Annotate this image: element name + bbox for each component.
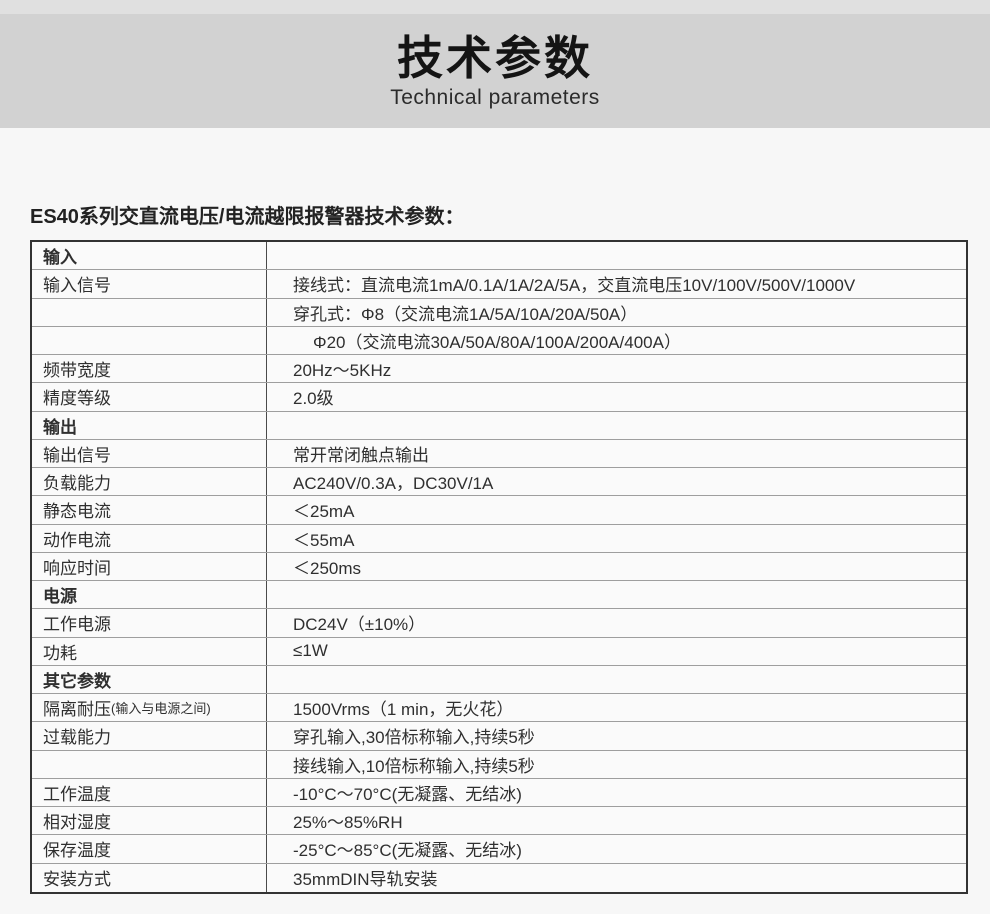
param-name-cell: 输入信号 bbox=[32, 270, 267, 298]
table-row: 保存温度 -25°C～85°C(无凝露、无结冰) bbox=[32, 835, 966, 864]
param-name-cell: 负载能力 bbox=[32, 468, 267, 496]
table-row: 输入 bbox=[32, 242, 966, 271]
page-title: 技术参数 bbox=[397, 32, 593, 85]
param-name: 精度等级 bbox=[43, 389, 111, 409]
param-name: 静态电流 bbox=[43, 502, 111, 522]
param-name-cell: 精度等级 bbox=[32, 383, 267, 411]
param-name-cell bbox=[32, 326, 267, 354]
content-area: ES40系列交直流电压/电流越限报警器技术参数： 输入 输入信号 接线式：直流电… bbox=[0, 204, 990, 894]
table-row: 静态电流 ＜25mA bbox=[32, 496, 966, 525]
param-value-cell bbox=[267, 412, 966, 439]
param-name-cell bbox=[32, 750, 267, 778]
param-name-cell: 相对湿度 bbox=[32, 807, 267, 835]
param-value-cell: DC24V（±10%） bbox=[293, 615, 426, 635]
param-name-cell: 静态电流 bbox=[32, 496, 267, 524]
param-name: 相对湿度 bbox=[43, 813, 111, 833]
table-row: 频带宽度 20Hz～5KHz bbox=[32, 355, 966, 384]
top-strip bbox=[0, 0, 990, 14]
param-name: 动作电流 bbox=[43, 530, 111, 550]
param-name: 工作温度 bbox=[43, 784, 111, 804]
table-row: 响应时间 ＜250ms bbox=[32, 552, 966, 581]
param-value-cell: 20Hz～5KHz bbox=[293, 361, 392, 381]
page-banner: 技术参数 Technical parameters bbox=[0, 14, 990, 128]
page-subtitle: Technical parameters bbox=[390, 85, 600, 109]
param-name: 过载能力 bbox=[43, 728, 111, 748]
param-name: 隔离耐压 bbox=[43, 700, 111, 720]
param-value-cell: 35mmDIN导轨安装 bbox=[293, 870, 438, 890]
param-value-cell: 25%～85%RH bbox=[293, 813, 403, 833]
param-name: 输出 bbox=[43, 417, 77, 437]
param-name-cell: 输入 bbox=[32, 242, 267, 270]
table-row: 工作温度 -10°C～70°C(无凝露、无结冰) bbox=[32, 778, 966, 807]
param-value-cell: ＜250ms bbox=[293, 558, 362, 578]
table-row: 穿孔式：Φ8（交流电流1A/5A/10A/20A/50A） bbox=[32, 298, 966, 327]
param-value-cell: -10°C～70°C(无凝露、无结冰) bbox=[293, 784, 522, 804]
param-name-cell: 动作电流 bbox=[32, 524, 267, 552]
table-row: 安装方式 35mmDIN导轨安装 bbox=[32, 863, 966, 892]
param-name: 工作电源 bbox=[43, 615, 111, 635]
param-value-cell: ＜25mA bbox=[293, 502, 355, 522]
param-value-cell: AC240V/0.3A，DC30V/1A bbox=[293, 474, 494, 494]
param-value-cell bbox=[267, 666, 966, 693]
param-name-cell: 工作温度 bbox=[32, 778, 267, 806]
param-value-cell: 穿孔式：Φ8（交流电流1A/5A/10A/20A/50A） bbox=[293, 304, 638, 324]
param-value-cell: ＜55mA bbox=[293, 530, 355, 550]
param-name-cell: 隔离耐压 (输入与电源之间) bbox=[32, 694, 267, 722]
table-row: 输入信号 接线式：直流电流1mA/0.1A/1A/2A/5A，交直流电压10V/… bbox=[32, 270, 966, 299]
param-value-cell: 1500Vrms（1 min，无火花） bbox=[293, 700, 514, 720]
table-row: 工作电源 DC24V（±10%） bbox=[32, 609, 966, 638]
table-row: 动作电流 ＜55mA bbox=[32, 524, 966, 553]
param-name-cell: 电源 bbox=[32, 581, 267, 609]
param-name: 输入 bbox=[43, 248, 77, 268]
param-name: 电源 bbox=[43, 587, 77, 607]
param-name: 响应时间 bbox=[43, 558, 111, 578]
param-name-cell bbox=[32, 298, 267, 326]
param-name-cell: 功耗 bbox=[32, 637, 267, 665]
table-row: 输出信号 常开常闭触点输出 bbox=[32, 439, 966, 468]
param-value-cell: 常开常闭触点输出 bbox=[293, 445, 429, 465]
param-name-cell: 输出 bbox=[32, 411, 267, 439]
table-row: 精度等级 2.0级 bbox=[32, 383, 966, 412]
param-name: 频带宽度 bbox=[43, 361, 111, 381]
param-name: 功耗 bbox=[43, 643, 77, 663]
table-row: 接线输入,10倍标称输入,持续5秒 bbox=[32, 750, 966, 779]
param-value-cell: 接线输入,10倍标称输入,持续5秒 bbox=[293, 756, 535, 776]
param-name-cell: 输出信号 bbox=[32, 439, 267, 467]
param-name: 输入信号 bbox=[43, 276, 111, 296]
param-value-cell: 2.0级 bbox=[293, 389, 334, 409]
param-value-cell: 接线式：直流电流1mA/0.1A/1A/2A/5A，交直流电压10V/100V/… bbox=[293, 276, 856, 296]
param-value-cell: Φ20（交流电流30A/50A/80A/100A/200A/400A） bbox=[313, 332, 681, 352]
param-name: 保存温度 bbox=[43, 841, 111, 861]
param-name: 负载能力 bbox=[43, 474, 111, 494]
param-value-cell: -25°C～85°C(无凝露、无结冰) bbox=[293, 841, 522, 861]
param-name: 安装方式 bbox=[43, 870, 111, 890]
param-name-cell: 工作电源 bbox=[32, 609, 267, 637]
table-row: 隔离耐压 (输入与电源之间) 1500Vrms（1 min，无火花） bbox=[32, 694, 966, 723]
table-row: 其它参数 bbox=[32, 665, 966, 694]
table-row: 电源 bbox=[32, 581, 966, 610]
table-row: 相对湿度 25%～85%RH bbox=[32, 807, 966, 836]
table-row: 过载能力 穿孔输入,30倍标称输入,持续5秒 bbox=[32, 722, 966, 751]
spec-table: 输入 输入信号 接线式：直流电流1mA/0.1A/1A/2A/5A，交直流电压1… bbox=[30, 240, 968, 894]
table-row: 输出 bbox=[32, 411, 966, 440]
table-row: 功耗 ≤1W bbox=[32, 637, 966, 666]
param-name-cell: 响应时间 bbox=[32, 552, 267, 580]
param-value-cell: ≤1W bbox=[293, 641, 328, 661]
param-value-cell bbox=[267, 242, 966, 269]
spec-heading: ES40系列交直流电压/电流越限报警器技术参数： bbox=[30, 206, 465, 228]
table-row: Φ20（交流电流30A/50A/80A/100A/200A/400A） bbox=[32, 326, 966, 355]
param-value-cell bbox=[267, 581, 966, 608]
param-name-cell: 过载能力 bbox=[32, 722, 267, 750]
param-name-cell: 频带宽度 bbox=[32, 355, 267, 383]
param-name-cell: 保存温度 bbox=[32, 835, 267, 863]
param-value-cell: 穿孔输入,30倍标称输入,持续5秒 bbox=[293, 728, 535, 748]
param-name-cell: 其它参数 bbox=[32, 665, 267, 693]
table-row: 负载能力 AC240V/0.3A，DC30V/1A bbox=[32, 468, 966, 497]
param-name: 输出信号 bbox=[43, 445, 111, 465]
param-name-note: (输入与电源之间) bbox=[111, 701, 211, 717]
param-name-cell: 安装方式 bbox=[32, 863, 267, 892]
param-name: 其它参数 bbox=[43, 671, 111, 691]
